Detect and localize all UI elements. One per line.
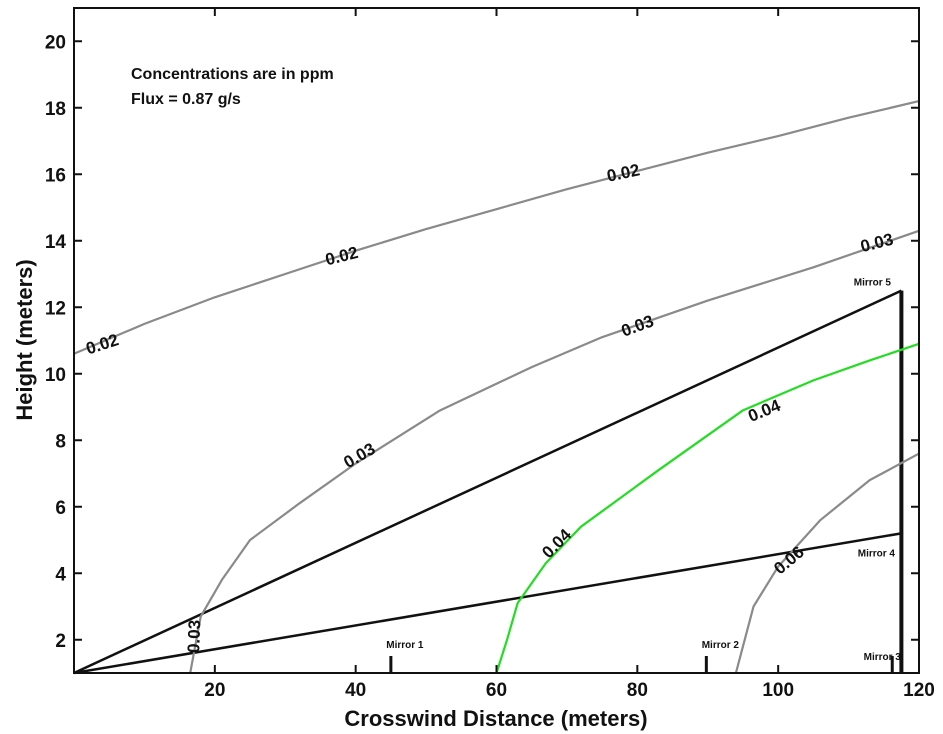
x-tick-label: 100 [762, 680, 794, 701]
contour-label: 0.02 [84, 330, 121, 358]
mirror-label: Mirror 1 [386, 640, 424, 651]
y-tick-label: 18 [45, 99, 66, 120]
contour-line-0.02 [73, 100, 920, 355]
mirror-label: Mirror 3 [864, 652, 902, 663]
y-tick-label: 10 [45, 365, 66, 386]
contour-label: 0.04 [745, 396, 783, 426]
annotation-units: Concentrations are in ppm [131, 66, 334, 83]
y-tick-label: 6 [55, 498, 66, 519]
x-axis-title: Crosswind Distance (meters) [344, 706, 647, 731]
x-tick-label: 120 [903, 680, 935, 701]
contour-label: 0.04 [538, 525, 575, 562]
y-tick-label: 20 [45, 32, 66, 53]
contour-label: 0.03 [619, 311, 657, 340]
mirror-label: Mirror 2 [702, 640, 740, 651]
contour-line-0.03 [189, 229, 920, 674]
x-tick-label: 60 [486, 680, 507, 701]
y-axis-title: Height (meters) [12, 259, 37, 420]
annotation-flux: Flux = 0.87 g/s [131, 91, 241, 108]
contour-line-0.04 [495, 342, 920, 674]
plot-content: 0.02 0.02 0.02 0.03 0.03 0.03 0.03 0.04 0.04 0.06… [73, 100, 920, 675]
contour-label: 0.03 [340, 439, 378, 472]
beam-path-line [73, 532, 902, 675]
mirror-label: Mirror 5 [854, 278, 892, 289]
contour-label: 0.03 [859, 230, 896, 256]
y-tick-label: 16 [45, 165, 66, 186]
x-tick-label: 80 [627, 680, 648, 701]
contour-line-0.06 [734, 452, 920, 674]
y-tick-label: 14 [45, 232, 67, 253]
y-axis: 2 4 6 8 10 12 14 16 18 20 [45, 32, 919, 652]
beam-path-line [73, 289, 902, 675]
contour-label: 0.02 [323, 243, 360, 269]
mirror-label: Mirror 4 [858, 548, 896, 559]
y-tick-label: 8 [55, 431, 66, 452]
contour-label: 0.03 [184, 620, 204, 654]
y-tick-label: 12 [45, 298, 66, 319]
contour-label: 0.06 [770, 542, 808, 578]
y-tick-label: 2 [55, 631, 66, 652]
y-tick-label: 4 [55, 564, 66, 585]
x-tick-label: 40 [345, 680, 366, 701]
x-tick-label: 20 [204, 680, 225, 701]
x-axis: 20 40 60 80 100 120 [204, 8, 935, 701]
contour-label: 0.02 [605, 160, 641, 185]
